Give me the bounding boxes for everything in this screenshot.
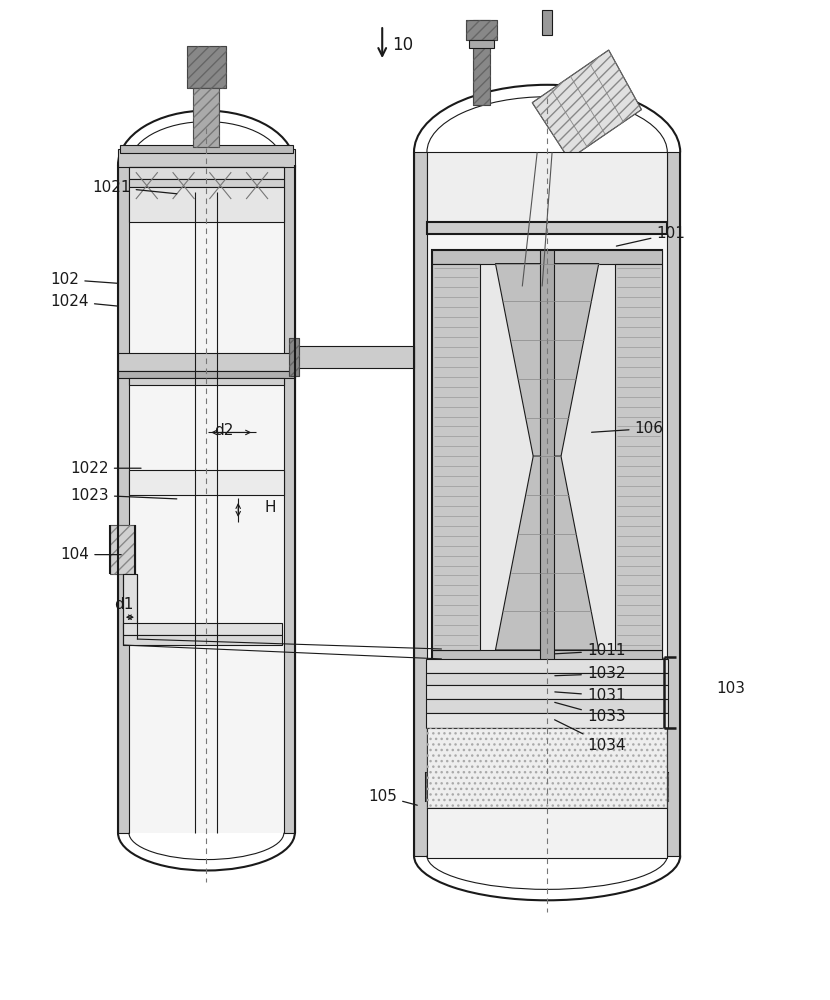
Bar [667, 152, 681, 856]
Bar [439, 664, 656, 773]
Bar [427, 808, 667, 858]
Bar [432, 250, 662, 664]
Bar [118, 149, 295, 167]
Bar [118, 371, 295, 378]
Bar [472, 20, 491, 105]
Text: 102: 102 [51, 272, 117, 287]
Bar [502, 700, 592, 722]
Bar [432, 250, 662, 264]
Text: 103: 103 [716, 681, 745, 696]
Text: 1011: 1011 [554, 643, 625, 658]
Polygon shape [496, 264, 598, 456]
Bar [426, 773, 668, 801]
Bar [129, 167, 284, 179]
Bar [414, 152, 427, 856]
Bar [426, 673, 668, 685]
Text: 105: 105 [369, 789, 417, 805]
Bar [123, 623, 282, 635]
Polygon shape [496, 456, 598, 650]
Polygon shape [532, 50, 642, 159]
Bar [540, 250, 554, 783]
Bar [426, 713, 668, 728]
Bar [466, 20, 497, 40]
Bar [542, 10, 552, 35]
Bar [426, 699, 668, 713]
Bar [284, 165, 295, 833]
Text: 1033: 1033 [554, 702, 626, 724]
Bar [193, 88, 219, 147]
Bar [426, 773, 668, 801]
Bar [439, 664, 656, 773]
Bar [110, 525, 135, 574]
Bar [414, 152, 681, 856]
Bar [492, 672, 602, 700]
Text: 101: 101 [617, 226, 686, 246]
Bar [432, 650, 662, 664]
Bar [129, 470, 284, 495]
Bar [110, 525, 135, 574]
Text: 1024: 1024 [51, 294, 117, 309]
Bar [426, 685, 668, 699]
Bar [120, 145, 293, 153]
Text: 104: 104 [61, 547, 121, 562]
Bar [432, 264, 480, 650]
Bar [187, 46, 227, 88]
Bar [427, 728, 667, 808]
Text: d1: d1 [114, 597, 134, 612]
Text: H: H [264, 500, 276, 515]
Bar [426, 659, 668, 673]
Text: 1023: 1023 [71, 488, 177, 503]
Bar [289, 338, 299, 376]
Bar [295, 346, 414, 368]
Bar [469, 40, 495, 48]
Text: 10: 10 [392, 36, 413, 54]
Bar [615, 264, 662, 650]
Bar [123, 574, 137, 629]
Bar [512, 722, 582, 739]
Bar [118, 165, 295, 833]
Text: 1031: 1031 [554, 688, 626, 703]
Bar [427, 728, 667, 808]
Bar [289, 338, 299, 376]
Text: 106: 106 [592, 421, 663, 436]
Bar [427, 222, 667, 234]
Bar [129, 378, 284, 385]
Bar [123, 635, 282, 645]
Bar [187, 46, 227, 88]
Bar [129, 179, 284, 187]
Bar [118, 353, 295, 371]
Text: 1021: 1021 [92, 180, 177, 195]
Text: 1034: 1034 [554, 720, 626, 753]
Text: 1022: 1022 [71, 461, 141, 476]
Bar [118, 165, 129, 833]
Bar [466, 20, 497, 40]
Bar [193, 88, 219, 147]
Text: d2: d2 [214, 423, 234, 438]
Bar [129, 187, 284, 222]
Bar [472, 20, 491, 105]
Text: 1032: 1032 [554, 666, 626, 681]
Bar [427, 152, 667, 222]
